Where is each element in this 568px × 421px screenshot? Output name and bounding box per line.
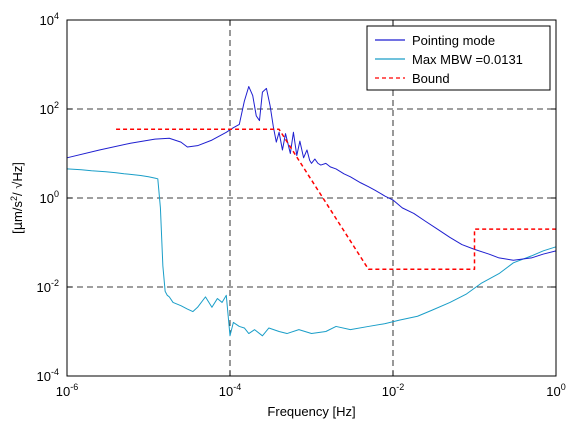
y-axis-label: [μm/s2/ √Hz]	[9, 162, 26, 234]
grid-lines	[67, 20, 556, 376]
legend-label: Bound	[412, 71, 450, 86]
series-line-1	[66, 168, 557, 337]
x-tick-label: 10-2	[382, 382, 404, 399]
y-tick-label: 10-2	[37, 278, 59, 295]
y-tick-label: 10-4	[37, 367, 59, 384]
x-axis-label: Frequency [Hz]	[267, 404, 355, 419]
x-tick-label: 10-4	[219, 382, 241, 399]
series-line-2	[116, 128, 556, 271]
legend: Pointing mode Max MBW =0.0131 Bound	[366, 25, 551, 91]
series-lines	[66, 86, 557, 337]
x-tick-label: 100	[546, 382, 565, 399]
y-tick-label: 104	[40, 11, 59, 28]
plot-frame	[66, 19, 557, 377]
legend-label: Max MBW =0.0131	[412, 52, 523, 67]
legend-box	[366, 25, 551, 91]
y-tick-label: 102	[40, 100, 59, 117]
x-tick-label: 10-6	[56, 382, 78, 399]
y-tick-label: 100	[40, 189, 59, 206]
legend-label: Pointing mode	[412, 33, 495, 48]
